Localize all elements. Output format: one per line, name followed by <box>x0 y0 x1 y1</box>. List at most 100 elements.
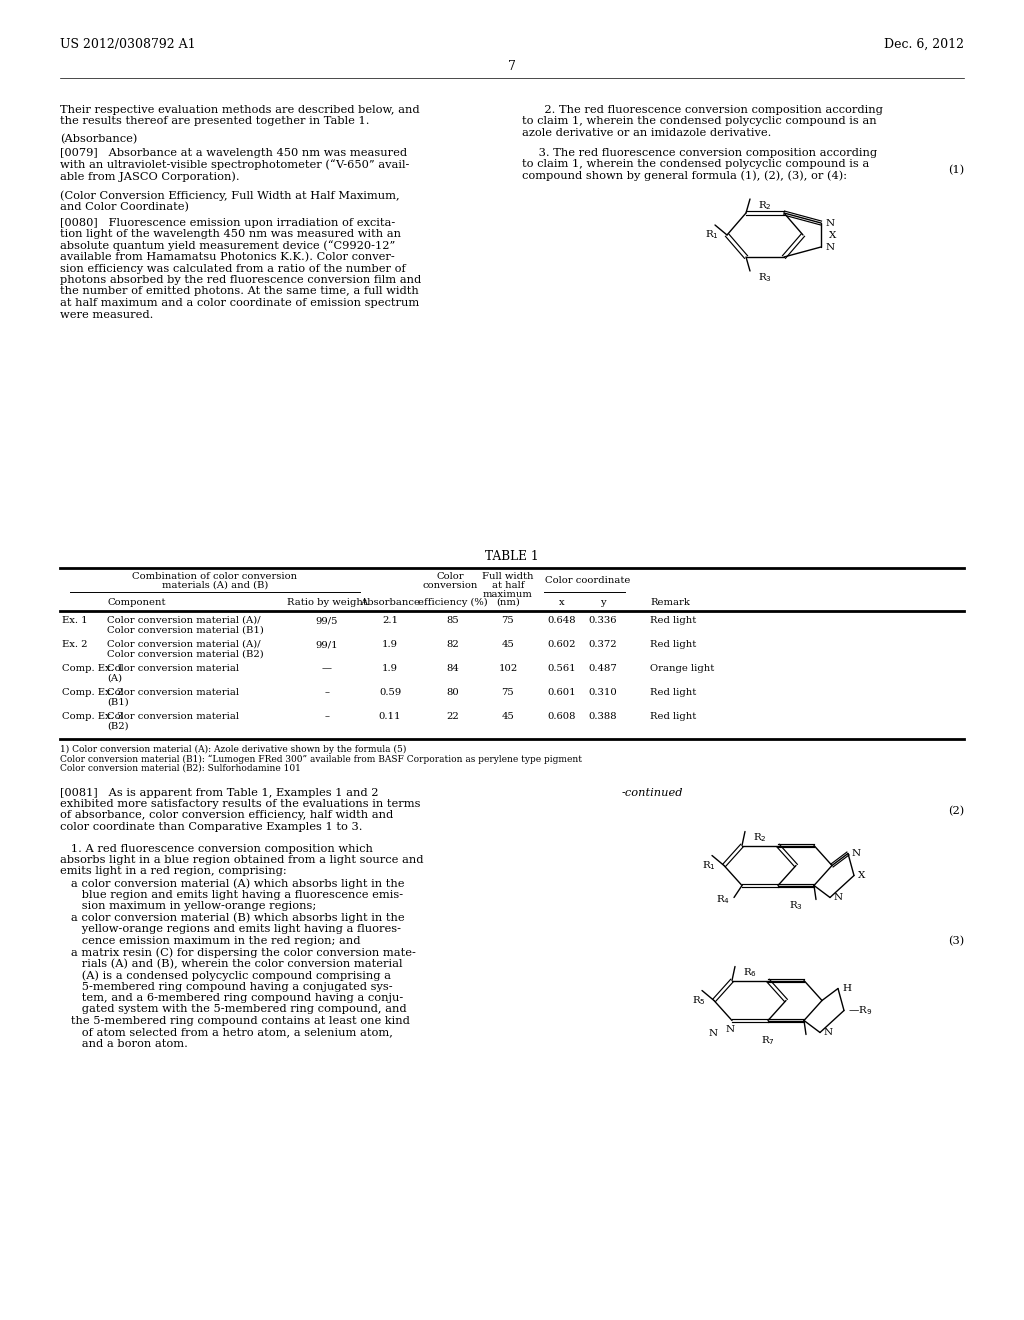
Text: R$_3$: R$_3$ <box>790 899 803 912</box>
Text: 0.487: 0.487 <box>589 664 617 673</box>
Text: cence emission maximum in the red region; and: cence emission maximum in the red region… <box>60 936 360 945</box>
Text: 99/5: 99/5 <box>315 616 338 624</box>
Text: compound shown by general formula (1), (2), (3), or (4):: compound shown by general formula (1), (… <box>522 170 847 181</box>
Text: color coordinate than Comparative Examples 1 to 3.: color coordinate than Comparative Exampl… <box>60 822 362 832</box>
Text: Ex. 2: Ex. 2 <box>62 640 87 649</box>
Text: Full width: Full width <box>482 572 534 581</box>
Text: 5-membered ring compound having a conjugated sys-: 5-membered ring compound having a conjug… <box>60 982 392 991</box>
Text: R$_1$: R$_1$ <box>702 859 716 873</box>
Text: maximum: maximum <box>483 590 532 599</box>
Text: (B2): (B2) <box>106 722 129 730</box>
Text: 85: 85 <box>446 616 460 624</box>
Text: and a boron atom.: and a boron atom. <box>60 1039 187 1049</box>
Text: Color conversion material (B2): Sulforhodamine 101: Color conversion material (B2): Sulforho… <box>60 764 301 774</box>
Text: —: — <box>322 664 332 673</box>
Text: 0.11: 0.11 <box>379 711 401 721</box>
Text: R$_5$: R$_5$ <box>692 994 706 1007</box>
Text: exhibited more satisfactory results of the evaluations in terms: exhibited more satisfactory results of t… <box>60 799 421 809</box>
Text: of atom selected from a hetro atom, a selenium atom,: of atom selected from a hetro atom, a se… <box>60 1027 393 1038</box>
Text: 0.388: 0.388 <box>589 711 617 721</box>
Text: 75: 75 <box>502 688 514 697</box>
Text: available from Hamamatsu Photonics K.K.). Color conver-: available from Hamamatsu Photonics K.K.)… <box>60 252 394 263</box>
Text: US 2012/0308792 A1: US 2012/0308792 A1 <box>60 38 196 51</box>
Text: materials (A) and (B): materials (A) and (B) <box>162 581 268 590</box>
Text: 75: 75 <box>502 616 514 624</box>
Text: Color conversion material: Color conversion material <box>106 688 239 697</box>
Text: Dec. 6, 2012: Dec. 6, 2012 <box>884 38 964 51</box>
Text: emits light in a red region, comprising:: emits light in a red region, comprising: <box>60 866 287 876</box>
Text: photons absorbed by the red fluorescence conversion film and: photons absorbed by the red fluorescence… <box>60 275 421 285</box>
Text: Red light: Red light <box>650 688 696 697</box>
Text: 0.561: 0.561 <box>548 664 577 673</box>
Text: Red light: Red light <box>650 640 696 649</box>
Text: azole derivative or an imidazole derivative.: azole derivative or an imidazole derivat… <box>522 128 771 139</box>
Text: 0.608: 0.608 <box>548 711 577 721</box>
Text: 0.602: 0.602 <box>548 640 577 649</box>
Text: Color conversion material (A)/: Color conversion material (A)/ <box>106 640 261 649</box>
Text: (A) is a condensed polycyclic compound comprising a: (A) is a condensed polycyclic compound c… <box>60 970 391 981</box>
Text: a color conversion material (A) which absorbs light in the: a color conversion material (A) which ab… <box>60 878 404 888</box>
Text: Ratio by weight: Ratio by weight <box>287 598 367 607</box>
Text: N: N <box>852 849 861 858</box>
Text: and Color Coordinate): and Color Coordinate) <box>60 202 189 213</box>
Text: [0080]   Fluorescence emission upon irradiation of excita-: [0080] Fluorescence emission upon irradi… <box>60 218 395 227</box>
Text: blue region and emits light having a fluorescence emis-: blue region and emits light having a flu… <box>60 890 403 899</box>
Text: Color conversion material (B1): Color conversion material (B1) <box>106 626 264 635</box>
Text: N: N <box>826 243 836 252</box>
Text: were measured.: were measured. <box>60 309 154 319</box>
Text: (Color Conversion Efficiency, Full Width at Half Maximum,: (Color Conversion Efficiency, Full Width… <box>60 190 399 201</box>
Text: Comp. Ex. 1: Comp. Ex. 1 <box>62 664 123 673</box>
Text: 102: 102 <box>499 664 517 673</box>
Text: Component: Component <box>106 598 166 607</box>
Text: the results thereof are presented together in Table 1.: the results thereof are presented togeth… <box>60 116 370 127</box>
Text: (Absorbance): (Absorbance) <box>60 135 137 144</box>
Text: N: N <box>824 1028 834 1038</box>
Text: Combination of color conversion: Combination of color conversion <box>132 572 298 581</box>
Text: R$_6$: R$_6$ <box>743 966 757 979</box>
Text: Red light: Red light <box>650 711 696 721</box>
Text: [0081]   As is apparent from Table 1, Examples 1 and 2: [0081] As is apparent from Table 1, Exam… <box>60 788 379 797</box>
Text: able from JASCO Corporation).: able from JASCO Corporation). <box>60 172 240 182</box>
Text: the number of emitted photons. At the same time, a full width: the number of emitted photons. At the sa… <box>60 286 419 297</box>
Text: X: X <box>858 871 865 880</box>
Text: (A): (A) <box>106 673 122 682</box>
Text: with an ultraviolet-visible spectrophotometer (“V-650” avail-: with an ultraviolet-visible spectrophoto… <box>60 160 410 170</box>
Text: (B1): (B1) <box>106 697 129 706</box>
Text: –: – <box>325 688 330 697</box>
Text: 45: 45 <box>502 711 514 721</box>
Text: 0.372: 0.372 <box>589 640 617 649</box>
Text: R$_1$: R$_1$ <box>706 228 719 242</box>
Text: H: H <box>842 983 851 993</box>
Text: —R$_9$: —R$_9$ <box>848 1005 872 1016</box>
Text: 0.310: 0.310 <box>589 688 617 697</box>
Text: N: N <box>826 219 836 227</box>
Text: sion efficiency was calculated from a ratio of the number of: sion efficiency was calculated from a ra… <box>60 264 406 273</box>
Text: 1.9: 1.9 <box>382 640 398 649</box>
Text: 84: 84 <box>446 664 460 673</box>
Text: 80: 80 <box>446 688 460 697</box>
Text: –: – <box>325 711 330 721</box>
Text: Comp. Ex. 3: Comp. Ex. 3 <box>62 711 123 721</box>
Text: 2. The red fluorescence conversion composition according: 2. The red fluorescence conversion compo… <box>522 106 883 115</box>
Text: -continued: -continued <box>622 788 683 797</box>
Text: 45: 45 <box>502 640 514 649</box>
Text: N: N <box>709 1028 718 1038</box>
Text: absorbs light in a blue region obtained from a light source and: absorbs light in a blue region obtained … <box>60 855 424 865</box>
Text: Color conversion material (A)/: Color conversion material (A)/ <box>106 616 261 624</box>
Text: Remark: Remark <box>650 598 690 607</box>
Text: 82: 82 <box>446 640 460 649</box>
Text: X: X <box>829 231 837 239</box>
Text: N: N <box>834 894 843 902</box>
Text: Color conversion material (B1): “Lumogen FRed 300” available from BASF Corporati: Color conversion material (B1): “Lumogen… <box>60 755 582 764</box>
Text: Ex. 1: Ex. 1 <box>62 616 88 624</box>
Text: N: N <box>725 1024 734 1034</box>
Text: sion maximum in yellow-orange regions;: sion maximum in yellow-orange regions; <box>60 902 316 911</box>
Text: to claim 1, wherein the condensed polycyclic compound is a: to claim 1, wherein the condensed polycy… <box>522 158 869 169</box>
Text: gated system with the 5-membered ring compound, and: gated system with the 5-membered ring co… <box>60 1005 407 1015</box>
Text: Absorbance: Absorbance <box>360 598 420 607</box>
Text: 1) Color conversion material (A): Azole derivative shown by the formula (5): 1) Color conversion material (A): Azole … <box>60 744 407 754</box>
Text: R$_2$: R$_2$ <box>758 199 772 211</box>
Text: 2.1: 2.1 <box>382 616 398 624</box>
Text: tem, and a 6-membered ring compound having a conju-: tem, and a 6-membered ring compound havi… <box>60 993 403 1003</box>
Text: at half: at half <box>492 581 524 590</box>
